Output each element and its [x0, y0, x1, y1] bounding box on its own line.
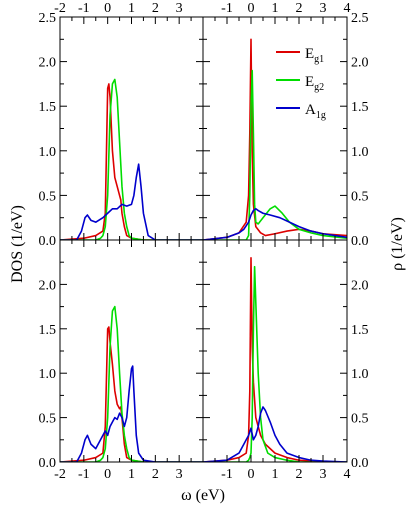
x-tick-label: 1	[128, 1, 135, 16]
y-tick-label: 0.0	[39, 234, 57, 249]
y-tick-label: 0.5	[351, 189, 369, 204]
legend-label: A1g	[305, 102, 326, 121]
x-tick-label: -1	[78, 1, 90, 16]
panel-frame	[202, 239, 348, 463]
y-tick-label: 1.5	[351, 323, 369, 338]
x-tick-label: 0	[248, 1, 255, 16]
series-line-a1g	[60, 163, 203, 240]
y-axis-label-left: DOS (1/eV)	[9, 205, 26, 283]
x-tick-label: -1	[221, 467, 233, 482]
x-tick-label: 3	[320, 467, 327, 482]
y-tick-label: 2.5	[39, 11, 57, 26]
legend-entry-a1g: A1g	[276, 102, 326, 121]
x-tick-label: 2	[296, 1, 303, 16]
y-tick-label: 1.0	[39, 145, 57, 160]
y-tick-label: 1.5	[39, 100, 57, 115]
legend: Eg1 Eg2 A1g	[276, 46, 326, 121]
x-tick-label: 0	[248, 467, 255, 482]
series-line-eg1	[60, 83, 203, 240]
series-line-eg2	[203, 69, 347, 240]
x-tick-label: -2	[54, 1, 66, 16]
x-tick-label: 3	[176, 1, 183, 16]
series-line-a1g	[203, 406, 347, 462]
legend-label: Eg1	[305, 46, 324, 65]
legend-label: Eg2	[305, 74, 324, 93]
y-tick-label: 2.0	[351, 278, 369, 293]
panel-top-left: -2 -1 0 1 2 3 0.0 0.5 1.0 1.5 2.0 2.5	[39, 1, 204, 249]
x-tick-label: 1	[272, 467, 279, 482]
y-tick-label: 0.5	[351, 412, 369, 427]
x-tick-label: -1	[221, 1, 233, 16]
y-axis-label-right: ρ (1/eV)	[389, 217, 406, 271]
series-line-eg2	[60, 305, 203, 462]
x-tick-label: 2	[152, 1, 159, 16]
x-tick-label: 3	[320, 1, 327, 16]
y-tick-label: 2.0	[351, 56, 369, 71]
y-tick-label: 1.5	[351, 100, 369, 115]
y-tick-label: 0.0	[39, 456, 57, 471]
y-tick-label: 2.0	[39, 278, 57, 293]
x-axis-label: ω (eV)	[181, 487, 225, 504]
panel-bottom-left: -2 -1 0 1 2 3 0.0 0.5 1.0 1.5 2.0	[39, 239, 204, 482]
y-tick-label: 1.0	[351, 145, 369, 160]
panel-bottom-right: -1 0 1 2 3 40.0 0.5 1.0 1.5 2.0	[202, 239, 369, 482]
y-tick-label: 2.0	[39, 56, 57, 71]
x-tick-label: 1	[128, 467, 135, 482]
x-tick-label: -2	[54, 467, 66, 482]
series-line-a1g	[203, 207, 347, 240]
x-tick-label: 4	[344, 1, 351, 16]
x-tick-label: 2	[152, 467, 159, 482]
y-tick-label: 0.5	[39, 189, 57, 204]
y-tick-label: 0.0	[351, 234, 369, 249]
series-line-eg2	[60, 78, 203, 240]
y-tick-label: 0.5	[39, 412, 57, 427]
x-tick-label: 2	[296, 467, 303, 482]
series-line-eg1	[203, 38, 347, 240]
y-tick-label: 1.5	[39, 323, 57, 338]
x-tick-label: 4	[344, 467, 351, 482]
series-line-eg2	[203, 265, 347, 462]
x-tick-label: 0	[104, 1, 111, 16]
x-tick-label: -1	[78, 467, 90, 482]
series-line-a1g	[60, 365, 203, 462]
x-tick-label: 3	[176, 467, 183, 482]
panel-frame	[59, 16, 204, 241]
y-tick-label: 2.5	[351, 11, 369, 26]
legend-entry-eg2: Eg2	[276, 74, 324, 93]
x-tick-label: 0	[104, 467, 111, 482]
y-tick-label: 0.0	[351, 456, 369, 471]
panel-top-right: -1 0 1 2 3 4 0.0 0.5 1.0 1.5 2.0 2.5	[202, 1, 369, 249]
x-tick-label: 1	[272, 1, 279, 16]
legend-entry-eg1: Eg1	[276, 46, 324, 65]
y-tick-label: 1.0	[39, 367, 57, 382]
panel-frame	[59, 239, 204, 463]
y-tick-label: 1.0	[351, 367, 369, 382]
series-line-eg1	[60, 326, 203, 462]
series-line-eg1	[203, 256, 347, 462]
